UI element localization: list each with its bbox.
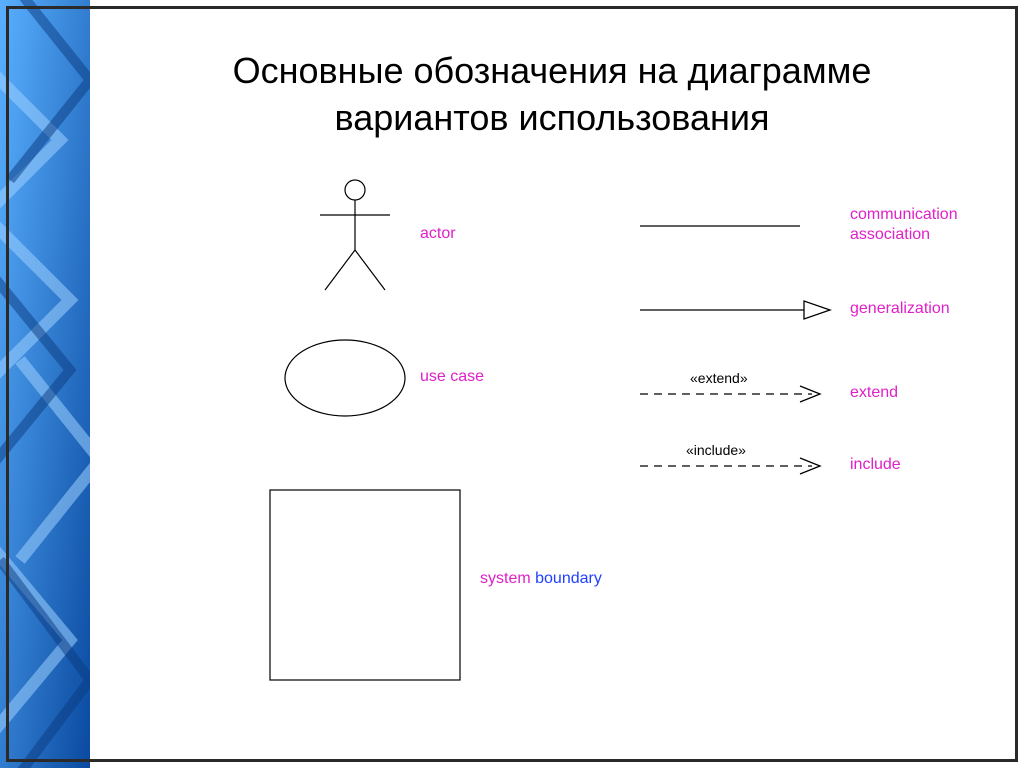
label-actor: actor xyxy=(420,225,456,243)
stereotype-extend: «extend» xyxy=(690,370,748,386)
label-generalization: generalization xyxy=(850,300,950,318)
extend-arrow xyxy=(640,386,820,402)
label-communication-1: communication xyxy=(850,206,958,224)
label-system-a: system xyxy=(480,570,535,587)
label-system-boundary: system boundary xyxy=(480,570,602,588)
actor-symbol xyxy=(320,180,390,290)
include-arrow xyxy=(640,458,820,474)
label-include: include xyxy=(850,456,901,474)
stereotype-include: «include» xyxy=(686,442,746,458)
usecase-symbol xyxy=(285,340,405,416)
diagram-svg xyxy=(100,0,1020,720)
label-system-b: boundary xyxy=(535,570,602,587)
sidebar-deco xyxy=(0,0,90,768)
label-extend: extend xyxy=(850,384,898,402)
generalization-arrow xyxy=(640,301,830,319)
label-usecase: use case xyxy=(420,368,484,386)
slide-content: Основные обозначения на диаграмме вариан… xyxy=(100,0,1004,768)
system-boundary-symbol xyxy=(270,490,460,680)
label-communication-2: association xyxy=(850,226,930,244)
